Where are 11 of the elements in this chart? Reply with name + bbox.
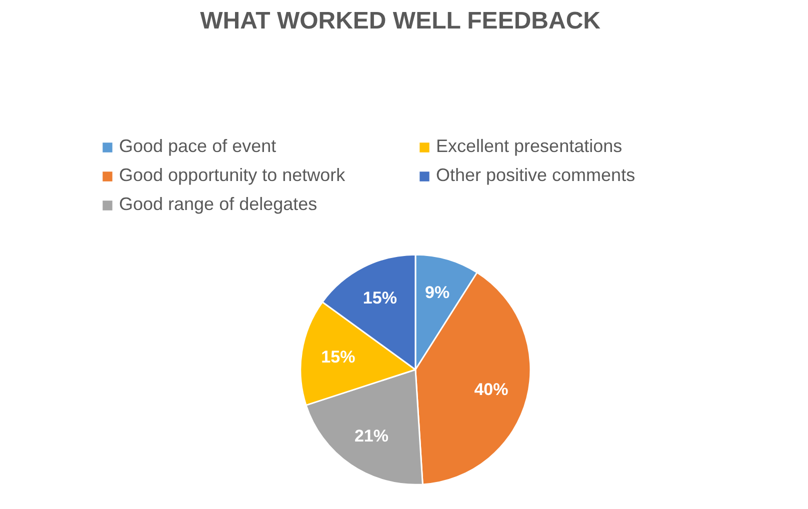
legend-label: Excellent presentations (436, 136, 624, 157)
data-label: 9% (424, 283, 450, 302)
legend-label: Good range of delegates (119, 194, 318, 215)
data-label: 15% (321, 348, 356, 367)
legend-label: Good opportunity to network (119, 165, 346, 186)
legend-label: Other positive comments (436, 165, 636, 186)
data-label: 21% (354, 426, 389, 446)
data-label: 40% (474, 380, 508, 400)
data-label: 15% (362, 288, 397, 308)
chart-title: WHAT WORKED WELL FEEDBACK (200, 8, 602, 34)
legend-label: Good pace of event (119, 136, 278, 157)
